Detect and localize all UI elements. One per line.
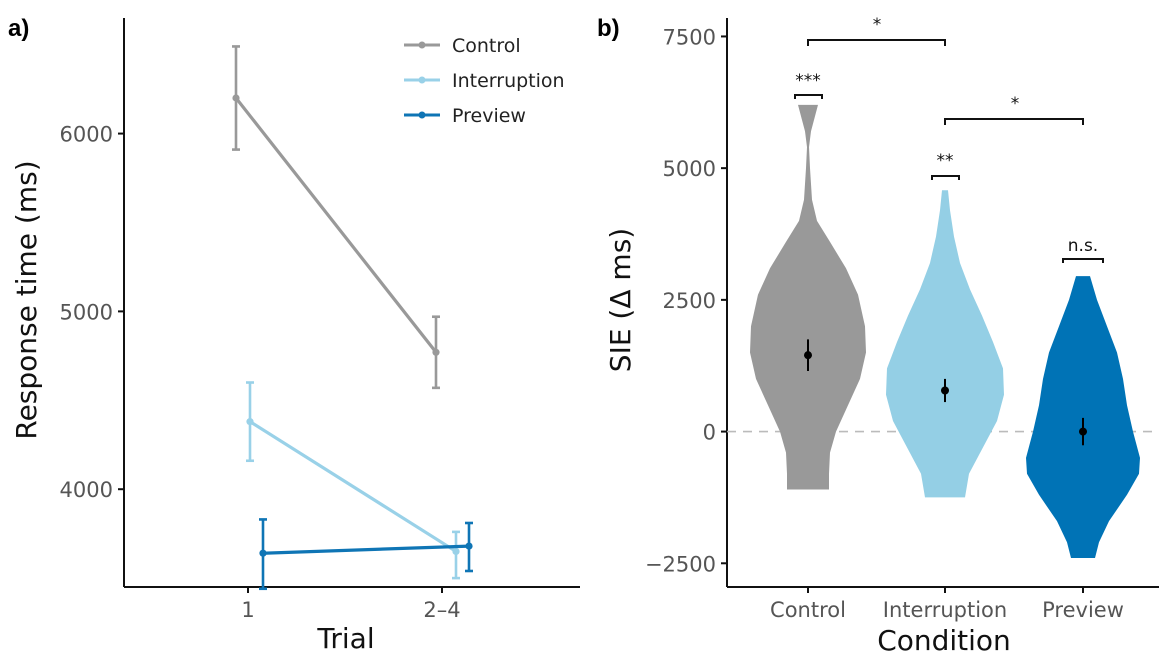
violin-body-interruption (886, 190, 1004, 498)
data-point (246, 418, 254, 426)
sig-within-interruption: ** (931, 151, 960, 180)
data-point (259, 549, 267, 557)
y-tick-label: 4000 (60, 478, 113, 502)
series-preview (259, 518, 473, 591)
panel-a-y-axis-title: Response time (ms) (10, 160, 43, 439)
data-point (232, 94, 240, 102)
panel-b-label: b) (597, 15, 620, 42)
y-tick-label: 6000 (60, 123, 113, 147)
panel-b-x-axis-title: Condition (877, 624, 1011, 657)
sig-label-interruption: ** (937, 151, 954, 171)
panel-a-line-chart: a) 4000 5000 6000 1 2–4 Trial Response time… (8, 15, 580, 655)
series-line-preview (262, 544, 470, 555)
violin-body-preview (1026, 276, 1140, 559)
mean-point (804, 351, 812, 360)
sig-label-control-vs-interruption: * (873, 15, 882, 35)
x-tick-label: Preview (1042, 598, 1124, 622)
panel-a-series (232, 45, 473, 591)
y-tick-label: 7500 (663, 25, 716, 49)
sig-within-preview: n.s. (1062, 236, 1104, 263)
data-point (452, 547, 460, 556)
x-tick-label: Control (770, 598, 846, 622)
y-tick-label: 0 (703, 421, 716, 445)
sig-label-interruption-vs-preview: * (1011, 94, 1020, 114)
panel-b-y-ticks: −2500 0 2500 5000 7500 (645, 25, 727, 576)
panel-b-y-axis-title: SIE (Δ ms) (604, 228, 637, 372)
series-line-control (234, 97, 438, 354)
significance-annotations: *** ** n.s. * * (794, 15, 1104, 263)
legend-label-preview: Preview (452, 105, 526, 127)
panel-b-x-ticks: Control Interruption Preview (770, 587, 1124, 622)
violin-control (750, 104, 866, 490)
legend-label-control: Control (452, 35, 521, 57)
mean-point (941, 386, 949, 395)
series-control (232, 45, 440, 390)
panel-a-label: a) (8, 15, 29, 42)
y-tick-label: 5000 (60, 300, 113, 324)
series-line-interruption (249, 420, 457, 553)
panel-a-x-axis-title: Trial (316, 622, 374, 655)
panel-b-violins (750, 104, 1140, 559)
sig-between-control-interruption: * (807, 15, 946, 46)
sig-between-interruption-preview: * (944, 94, 1084, 125)
data-point (432, 348, 440, 356)
violin-preview (1026, 276, 1140, 559)
legend-label-interruption: Interruption (452, 70, 565, 92)
x-tick-label: 1 (241, 598, 254, 622)
violin-interruption (886, 190, 1004, 498)
legend-entry-interruption: Interruption (404, 70, 565, 92)
y-tick-label: 2500 (663, 289, 716, 313)
legend-entry-control: Control (404, 35, 521, 57)
x-tick-label: 2–4 (423, 598, 460, 622)
sig-label-preview: n.s. (1068, 236, 1098, 256)
mean-point (1079, 427, 1087, 436)
x-tick-label: Interruption (883, 598, 1007, 622)
y-tick-label: −2500 (645, 552, 716, 576)
panel-a-x-ticks: 1 2–4 (241, 587, 461, 622)
y-tick-label: 5000 (663, 157, 716, 181)
legend-entry-preview: Preview (404, 105, 526, 127)
panel-b-violin-chart: b) −2500 0 2500 5000 7500 Control Interruptio… (597, 15, 1159, 657)
panel-a-y-ticks: 4000 5000 6000 (60, 123, 124, 502)
violin-body-control (750, 104, 866, 490)
data-point (465, 542, 473, 550)
panel-a-legend: Control Interruption Preview (404, 35, 565, 127)
series-interruption (246, 381, 460, 580)
sig-label-control: *** (795, 71, 821, 91)
sig-within-control: *** (794, 71, 823, 99)
